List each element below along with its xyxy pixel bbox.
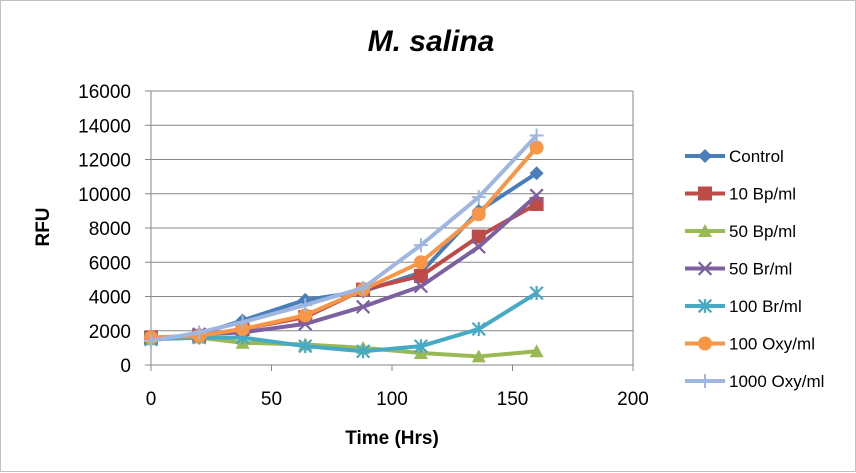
y-tick-label: 12000 xyxy=(78,151,131,172)
data-point xyxy=(697,298,713,314)
y-tick-label: 10000 xyxy=(78,185,131,206)
data-point xyxy=(298,298,313,313)
legend-label: Control xyxy=(729,147,784,166)
gridlines xyxy=(151,90,634,366)
data-point xyxy=(144,334,158,349)
data-point xyxy=(356,299,371,314)
y-axis-label: RFU xyxy=(33,207,54,246)
data-point xyxy=(413,279,428,294)
chart-title: M. salina xyxy=(368,25,495,58)
legend: Control 10 Bp/ml 50 Bp/ml 50 Br/ml 100 Br/ml… xyxy=(685,147,824,391)
tick-labels: 0 2000 4000 6000 8000 10000 12000 14000 16000 0 50… xyxy=(78,82,649,410)
y-tick-label: 0 xyxy=(120,356,131,377)
data-point xyxy=(471,349,486,363)
legend-label: 100 Br/ml xyxy=(729,297,802,316)
data-point xyxy=(697,261,713,276)
data-point xyxy=(471,229,486,244)
series-line xyxy=(150,202,538,340)
data-point xyxy=(413,339,428,354)
series-line xyxy=(150,291,538,354)
data-point xyxy=(698,224,712,237)
data-point xyxy=(698,186,712,201)
data-point xyxy=(529,166,544,181)
x-tick-label: 50 xyxy=(261,389,282,410)
data-point xyxy=(413,255,428,270)
data-point xyxy=(471,207,486,222)
data-point xyxy=(356,280,371,295)
y-tick-label: 14000 xyxy=(78,116,131,137)
y-tick-label: 16000 xyxy=(78,82,131,103)
legend-label: 1000 Oxy/ml xyxy=(729,372,824,391)
x-tick-label: 100 xyxy=(376,389,408,410)
data-point xyxy=(698,149,712,163)
legend-label: 50 Bp/ml xyxy=(729,222,796,241)
legend-label: 100 Oxy/ml xyxy=(729,335,815,354)
y-tick-label: 6000 xyxy=(89,253,131,274)
x-axis-label: Time (Hrs) xyxy=(345,428,439,449)
data-point xyxy=(192,325,207,340)
y-tick-label: 2000 xyxy=(89,322,131,343)
data-point xyxy=(471,190,486,205)
series-line xyxy=(150,146,539,340)
x-tick-label: 200 xyxy=(617,389,649,410)
series-layer xyxy=(143,128,544,363)
legend-item: 50 Br/ml xyxy=(685,260,792,279)
data-point xyxy=(471,239,486,254)
data-point xyxy=(298,308,313,323)
y-tick-label: 4000 xyxy=(89,288,131,309)
legend-item: 10 Bp/ml xyxy=(685,185,796,204)
data-point xyxy=(235,315,250,330)
legend-item: 50 Bp/ml xyxy=(685,222,796,241)
legend-item: 1000 Oxy/ml xyxy=(685,372,824,391)
data-point xyxy=(529,140,544,155)
y-tick-label: 8000 xyxy=(89,219,131,240)
data-point xyxy=(413,268,428,283)
data-point xyxy=(413,238,428,253)
data-point xyxy=(298,339,313,354)
series-6 xyxy=(144,128,544,349)
legend-item: 100 Oxy/ml xyxy=(685,335,815,354)
data-point xyxy=(529,188,544,203)
legend-item: 100 Br/ml xyxy=(685,297,802,316)
data-point xyxy=(356,344,371,359)
legend-label: 10 Bp/ml xyxy=(729,185,796,204)
x-tick-label: 150 xyxy=(497,389,529,410)
data-point xyxy=(529,285,544,301)
data-point xyxy=(698,374,712,388)
legend-label: 50 Br/ml xyxy=(729,260,792,279)
data-point xyxy=(698,336,712,351)
data-point xyxy=(529,128,544,143)
x-tick-label: 0 xyxy=(146,389,157,410)
series-line xyxy=(150,134,539,343)
legend-item: Control xyxy=(685,147,784,166)
data-point xyxy=(471,321,486,337)
data-point xyxy=(529,344,544,358)
